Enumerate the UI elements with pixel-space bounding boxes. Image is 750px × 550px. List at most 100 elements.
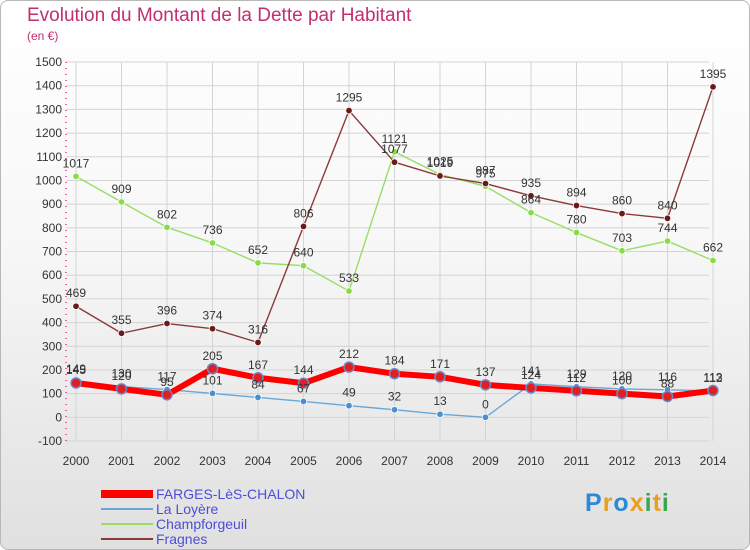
data-point	[161, 389, 173, 401]
logo-letter: i	[661, 489, 670, 517]
data-label: 802	[157, 207, 177, 221]
x-tick-label: 2008	[427, 454, 454, 468]
data-label: 744	[657, 221, 677, 235]
data-label: 1017	[63, 156, 90, 170]
logo-letter: P	[585, 489, 603, 517]
data-label: 212	[339, 347, 359, 361]
chart-subtitle: (en €)	[27, 29, 59, 43]
data-label: 1019	[427, 156, 454, 170]
x-tick-label: 2010	[518, 454, 545, 468]
data-label: 120	[111, 369, 131, 383]
data-label: 1395	[700, 67, 727, 81]
y-tick-label: 1100	[36, 150, 62, 164]
data-point	[709, 83, 717, 91]
data-label: 13	[433, 394, 447, 408]
data-point	[436, 410, 444, 418]
data-point	[208, 389, 217, 398]
data-label: 171	[430, 357, 450, 371]
series-0	[70, 361, 719, 403]
data-label: 703	[612, 231, 632, 245]
x-tick-label: 2014	[700, 454, 727, 468]
data-point	[618, 209, 626, 218]
data-point	[663, 237, 672, 245]
y-tick-label: 500	[42, 292, 62, 306]
x-tick-label: 2001	[108, 454, 135, 468]
data-label: 141	[521, 364, 541, 378]
data-label: 88	[661, 376, 675, 390]
data-point	[117, 329, 126, 337]
data-label: 894	[566, 186, 586, 200]
data-label: 100	[612, 374, 632, 388]
data-label: 975	[475, 166, 495, 180]
data-point	[70, 377, 82, 389]
legend-swatch	[101, 523, 153, 525]
data-point	[527, 208, 535, 217]
legend-swatch	[101, 508, 153, 510]
data-label: 909	[111, 182, 131, 196]
data-point	[618, 247, 626, 255]
data-point	[616, 387, 628, 400]
series-2	[72, 148, 717, 295]
data-point	[481, 413, 490, 422]
data-point	[163, 319, 171, 328]
data-point	[117, 198, 126, 206]
logo-letter: o	[613, 489, 630, 517]
data-point	[390, 148, 399, 156]
data-point	[72, 172, 80, 181]
data-point	[345, 106, 353, 115]
data-label: 112	[567, 371, 586, 385]
data-label: 736	[202, 223, 222, 237]
data-point	[390, 406, 399, 414]
data-label: 95	[160, 375, 174, 389]
legend-label: Fragnes	[156, 531, 208, 547]
data-point	[570, 385, 583, 397]
data-label: 1025	[427, 155, 454, 169]
data-label: 144	[293, 363, 313, 377]
data-point	[343, 361, 355, 373]
data-point	[709, 256, 717, 265]
x-tick-label: 2007	[381, 454, 408, 468]
data-point	[481, 179, 490, 188]
legend-label: La Loyère	[156, 501, 219, 517]
legend-swatch	[101, 490, 153, 498]
y-tick-label: 1500	[35, 55, 62, 69]
proxiti-logo: Proxiti	[585, 489, 670, 518]
data-label: 130	[111, 367, 131, 381]
data-point	[208, 325, 217, 333]
data-point	[163, 223, 171, 232]
y-tick-label: 1200	[35, 126, 62, 140]
y-tick-label: 100	[42, 387, 62, 401]
data-point	[299, 262, 308, 270]
chart-title: Evolution du Montant de la Dette par Hab…	[27, 5, 412, 26]
data-point	[572, 201, 581, 210]
data-point	[663, 214, 672, 223]
data-label: 49	[342, 386, 356, 400]
y-tick-label: 700	[42, 245, 62, 259]
data-point	[390, 158, 399, 166]
data-label: 355	[111, 313, 131, 327]
data-label: 316	[248, 322, 268, 336]
data-label: 184	[384, 354, 404, 368]
data-point	[206, 363, 219, 375]
logo-letter: t	[652, 489, 662, 517]
x-tick-label: 2006	[336, 454, 363, 468]
data-point	[252, 372, 264, 384]
data-point	[707, 384, 719, 397]
y-tick-label: 900	[42, 197, 62, 211]
data-point	[115, 383, 128, 395]
data-point	[479, 379, 492, 391]
logo-letter: i	[644, 489, 653, 517]
data-point	[527, 192, 535, 200]
data-label: 806	[293, 206, 313, 220]
data-label: 32	[388, 390, 402, 404]
data-label: 987	[475, 164, 495, 178]
x-tick-label: 2011	[564, 454, 590, 468]
data-label: 652	[248, 243, 268, 257]
data-label: 0	[482, 397, 489, 411]
data-point	[388, 367, 401, 380]
y-tick-label: 1000	[35, 173, 62, 187]
data-point	[254, 393, 262, 402]
data-label: 780	[566, 213, 586, 227]
x-tick-label: 2005	[290, 454, 317, 468]
